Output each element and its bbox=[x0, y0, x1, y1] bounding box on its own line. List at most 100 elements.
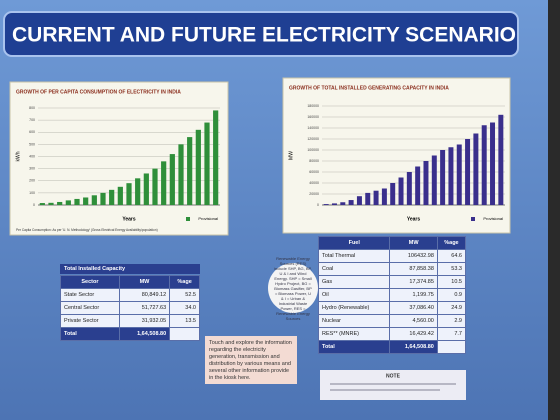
header-row: Sector MW %age bbox=[60, 275, 200, 289]
y-tick-label: 400 bbox=[29, 154, 35, 158]
y-tick-label: 300 bbox=[29, 167, 35, 171]
bar bbox=[481, 125, 487, 205]
table-cell: 51,727.63 bbox=[118, 301, 171, 315]
y-tick-label: 140000 bbox=[307, 126, 319, 130]
kiosk-note: Touch and explore the information regard… bbox=[205, 336, 297, 384]
y-tick-label: 180000 bbox=[307, 104, 319, 108]
bar bbox=[498, 114, 504, 205]
table-header: Fuel bbox=[317, 236, 391, 250]
table-cell: Coal bbox=[317, 262, 391, 276]
y-tick-label: 500 bbox=[29, 142, 35, 146]
table-row: Nuclear 4,560.00 2.9 bbox=[317, 314, 467, 328]
table-cell: Hydro (Renewable) bbox=[317, 301, 391, 315]
y-tick-label: 120000 bbox=[307, 137, 319, 141]
table-cell: 37,086.40 bbox=[389, 301, 438, 315]
y-tick-label: 700 bbox=[29, 118, 35, 122]
table-cell: 16,429.42 bbox=[389, 327, 438, 341]
table-cell: 87,858.38 bbox=[389, 262, 438, 276]
table-cell: 1,64,508.80 bbox=[118, 327, 171, 341]
table-cell: 53.3 bbox=[436, 262, 467, 276]
table-header: MW bbox=[118, 275, 171, 289]
bar bbox=[356, 196, 362, 205]
bar bbox=[126, 183, 132, 205]
x-axis-title: Years bbox=[122, 216, 136, 222]
bar bbox=[398, 177, 404, 205]
bar bbox=[456, 144, 462, 205]
table-header: %age bbox=[169, 275, 200, 289]
table-cell: 13.5 bbox=[169, 314, 200, 328]
bar bbox=[57, 201, 63, 205]
y-axis-title: MW bbox=[288, 151, 294, 160]
y-tick-label: 20000 bbox=[309, 192, 319, 196]
bar bbox=[331, 203, 337, 205]
table-cell: 34.0 bbox=[169, 301, 200, 315]
table-cell: 4,560.00 bbox=[389, 314, 438, 328]
sector-caption: Total Installed Capacity bbox=[60, 264, 200, 274]
table-cell: 17,374.85 bbox=[389, 275, 438, 289]
table-cell: 31,932.05 bbox=[118, 314, 171, 328]
table-row: Total Thermal 106432.98 64.6 bbox=[317, 249, 467, 263]
title-banner bbox=[3, 11, 519, 57]
bar bbox=[135, 178, 141, 205]
table-cell: Gas bbox=[317, 275, 391, 289]
table-cell: Total bbox=[60, 327, 120, 341]
table-cell: 10.5 bbox=[436, 275, 467, 289]
bar bbox=[143, 173, 149, 205]
board-edge bbox=[548, 0, 560, 420]
table-row: Oil 1,199.75 0.9 bbox=[317, 288, 467, 302]
bar bbox=[490, 122, 496, 205]
y-tick-label: 800 bbox=[29, 106, 35, 110]
y-tick-label: 80000 bbox=[309, 159, 319, 163]
table-cell: RES** (MNRE) bbox=[317, 327, 391, 341]
table-cell: 64.6 bbox=[436, 249, 467, 263]
page-title: CURRENT AND FUTURE ELECTRICITY SCENARIO bbox=[12, 24, 516, 47]
bar bbox=[381, 188, 387, 205]
bar bbox=[365, 192, 371, 205]
y-axis-title: kWh bbox=[15, 151, 21, 161]
y-tick-label: 100 bbox=[29, 191, 35, 195]
bar bbox=[348, 200, 354, 205]
table-row: Total 1,64,508.80 bbox=[317, 340, 467, 354]
y-tick-label: 200 bbox=[29, 179, 35, 183]
table-row: Total 1,64,508.80 bbox=[60, 327, 200, 341]
bar bbox=[415, 166, 421, 205]
table-header: Sector bbox=[60, 275, 120, 289]
bar bbox=[204, 122, 210, 205]
bar bbox=[431, 155, 437, 205]
legend-swatch bbox=[186, 217, 190, 221]
bar bbox=[340, 202, 346, 205]
table-header: %age bbox=[436, 236, 467, 250]
chart-title: GROWTH OF TOTAL INSTALLED GENERATING CAP… bbox=[289, 85, 449, 91]
table-cell: 106432.98 bbox=[389, 249, 438, 263]
table-cell bbox=[436, 340, 467, 354]
table-cell: Oil bbox=[317, 288, 391, 302]
header-row: Fuel MW %age bbox=[317, 236, 467, 250]
table-cell: Private Sector bbox=[60, 314, 120, 328]
bar bbox=[161, 161, 167, 205]
bar bbox=[473, 133, 479, 205]
bar bbox=[91, 195, 97, 205]
table-cell: Total Thermal bbox=[317, 249, 391, 263]
table-cell: 7.7 bbox=[436, 327, 467, 341]
table-row: Gas 17,374.85 10.5 bbox=[317, 275, 467, 289]
table-cell: State Sector bbox=[60, 288, 120, 302]
table-row: RES** (MNRE) 16,429.42 7.7 bbox=[317, 327, 467, 341]
table-cell: 2.9 bbox=[436, 314, 467, 328]
chart-panel bbox=[9, 81, 229, 236]
bar bbox=[178, 144, 184, 205]
bar bbox=[74, 198, 80, 205]
y-tick-label: 600 bbox=[29, 130, 35, 134]
bar bbox=[448, 147, 454, 205]
bar bbox=[195, 129, 201, 205]
table-cell: 80,849.12 bbox=[118, 288, 171, 302]
table-row: State Sector 80,849.12 52.5 bbox=[60, 288, 200, 302]
bar bbox=[187, 137, 193, 205]
bar bbox=[83, 197, 89, 205]
y-tick-label: 40000 bbox=[309, 181, 319, 185]
table-cell: Nuclear bbox=[317, 314, 391, 328]
y-tick-label: 0 bbox=[317, 203, 319, 207]
legend-swatch bbox=[471, 217, 475, 221]
chart-footnote: Per Capita Consumption: As per 'U. N. Me… bbox=[16, 228, 158, 232]
